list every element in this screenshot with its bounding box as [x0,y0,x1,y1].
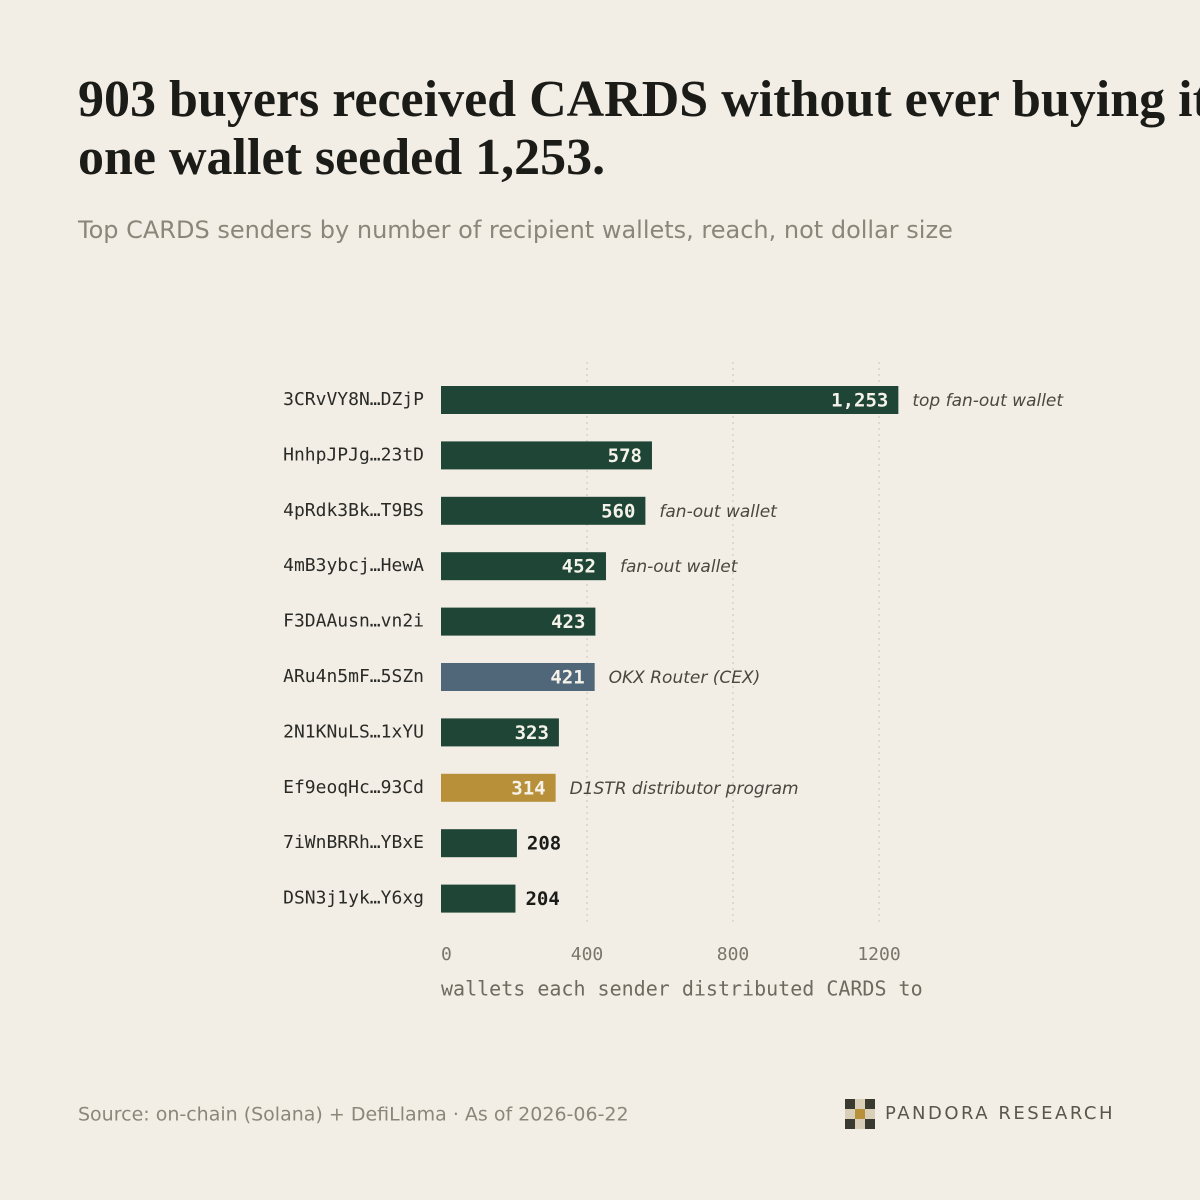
value-label: 452 [562,556,596,578]
annotation: top fan-out wallet [912,391,1064,411]
y-tick-label: ARu4n5mF…5SZn [283,666,424,687]
y-tick-label: 3CRvVY8N…DZjP [283,389,424,410]
bar [441,718,559,747]
source-note: Source: on-chain (Solana) + DefiLlama · … [78,1104,629,1126]
bar [441,496,646,525]
x-tick-label: 800 [717,944,750,965]
y-tick-label: 7iWnBRRh…YBxE [283,832,424,853]
chart-subtitle: Top CARDS senders by number of recipient… [77,216,953,244]
bar [441,663,595,691]
bar [441,441,652,470]
value-label: 208 [527,833,561,855]
value-label: 421 [550,667,584,689]
x-axis-label: wallets each sender distributed CARDS to [441,977,923,1001]
value-label: 423 [551,611,585,633]
bar [441,607,596,636]
bar [441,552,606,581]
value-label: 204 [525,888,559,910]
brand-name: PANDORA RESEARCH [885,1103,1115,1124]
y-tick-label: 2N1KNuLS…1xYU [283,721,424,742]
value-label: 314 [511,777,545,799]
y-tick-label: Ef9eoqHc…93Cd [283,777,424,798]
bar [441,829,517,858]
x-tick-label: 1200 [857,944,900,965]
bar [441,386,899,414]
annotation: fan-out wallet [620,557,739,577]
bar [441,884,516,913]
y-tick-label: F3DAAusn…vn2i [283,611,424,632]
chart-title: 903 buyers received CARDS without ever b… [78,71,1200,186]
y-tick-label: 4pRdk3Bk…T9BS [283,500,424,521]
value-label: 323 [515,722,549,744]
annotation: D1STR distributor program [570,779,799,799]
value-label: 1,253 [831,390,888,412]
annotation: OKX Router (CEX) [609,668,761,688]
annotation: fan-out wallet [659,502,778,522]
y-tick-label: 4mB3ybcj…HewA [283,555,424,576]
y-tick-label: HnhpJPJg…23tD [283,444,424,465]
brand-logo [845,1099,875,1129]
value-label: 560 [601,500,635,522]
bar [441,773,556,802]
y-tick-label: DSN3j1yk…Y6xg [283,888,424,909]
x-tick-label: 0 [441,944,452,965]
x-tick-label: 400 [571,944,604,965]
value-label: 578 [608,445,642,467]
